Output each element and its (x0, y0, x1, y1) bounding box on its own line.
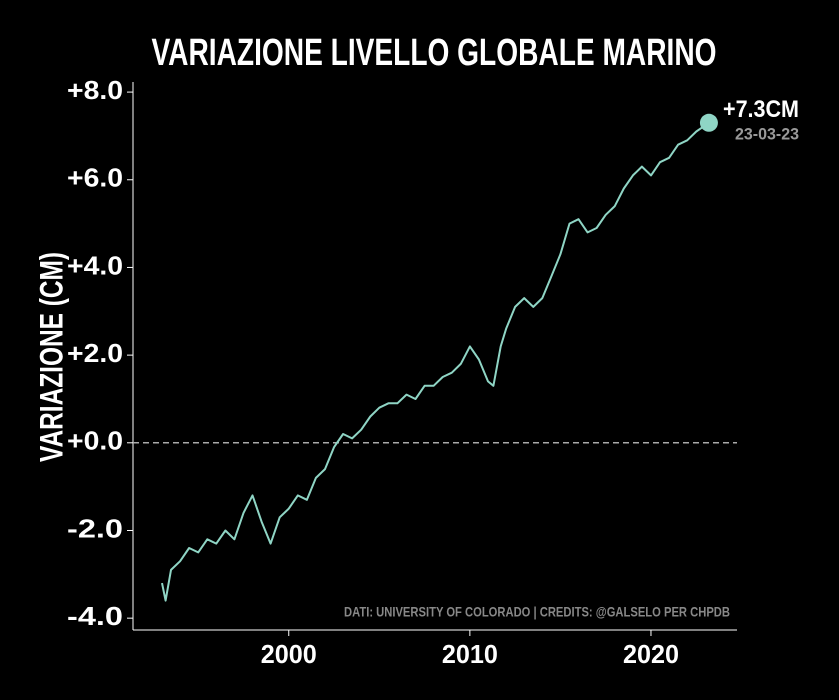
chart-title: VARIAZIONE LIVELLO GLOBALE MARINO (152, 32, 717, 74)
y-axis-label: VARIAZIONE (CM) (33, 252, 69, 462)
source-note: DATI: UNIVERSITY OF COLORADO | CREDITS: … (344, 604, 730, 620)
y-tick-label: +6.0 (67, 163, 123, 193)
y-tick-label: +8.0 (67, 75, 123, 105)
x-tick-label: 2000 (261, 639, 317, 669)
sea-level-line (161, 121, 710, 602)
y-tick-label: +0.0 (67, 426, 123, 456)
x-tick-label: 2010 (442, 639, 498, 669)
highlight-dot (699, 113, 718, 132)
highlight-date: 23-03-23 (735, 124, 799, 143)
y-tick-label: -4.0 (67, 601, 123, 631)
x-tick-label: 2020 (623, 639, 679, 669)
y-tick-label: -2.0 (67, 513, 123, 543)
y-tick-label: +2.0 (67, 338, 123, 368)
highlight-label: +7.3CM (723, 96, 799, 123)
y-tick-label: +4.0 (67, 250, 123, 280)
